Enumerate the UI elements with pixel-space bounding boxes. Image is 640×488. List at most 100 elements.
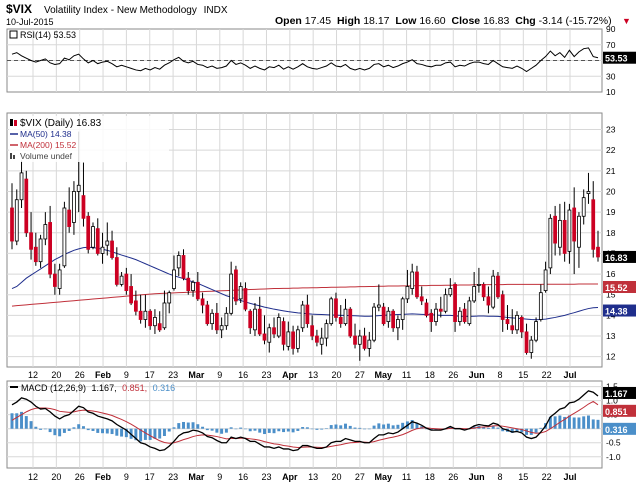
macd-histogram-bar	[377, 423, 381, 429]
candle-body	[281, 321, 286, 345]
macd-histogram-bar	[29, 421, 33, 429]
change-value: -3.14 (-15.72%)	[539, 15, 612, 27]
high-value: 18.17	[363, 15, 389, 27]
x-tick-label-bottom: 16	[238, 472, 248, 482]
candle-body	[243, 288, 248, 310]
macd-histogram-bar	[239, 427, 243, 429]
x-tick-label-bottom: 23	[261, 472, 271, 482]
candle-body	[519, 317, 524, 333]
candle-body	[95, 228, 100, 254]
candle-body	[205, 304, 210, 325]
candle-body	[214, 312, 219, 331]
candle-body	[176, 255, 181, 269]
x-tick-label-bottom: 18	[425, 472, 435, 482]
macd-histogram-bar	[334, 424, 338, 429]
candle-body	[181, 255, 186, 279]
candle-body	[357, 335, 362, 345]
x-tick-label-bottom: Jun	[469, 472, 485, 482]
candle-body	[129, 286, 133, 304]
price-tick-label: 22	[606, 145, 616, 155]
macd-label-hist: 0.316	[153, 383, 176, 393]
candle-body	[419, 296, 424, 302]
macd-histogram-bar	[101, 428, 104, 434]
security-name: Volatility Index - New Methodology INDX	[44, 5, 228, 16]
macd-histogram-bar	[96, 428, 100, 433]
macd-histogram-bar	[120, 428, 124, 437]
macd-histogram-bar	[425, 428, 428, 430]
candle-body	[157, 323, 162, 331]
macd-histogram-bar	[258, 428, 262, 433]
macd-histogram-bar	[553, 416, 557, 429]
candle-body	[381, 306, 386, 325]
candle-body	[562, 219, 567, 254]
x-tick-label-mid: 16	[238, 370, 248, 380]
macd-histogram-bar	[205, 428, 209, 431]
candle-body	[238, 286, 243, 300]
candle-body	[148, 310, 153, 327]
candle-body	[153, 317, 157, 327]
macd-tick-label: 1.5	[606, 382, 618, 392]
macd-histogram-bar	[472, 426, 476, 429]
rsi-line	[11, 47, 599, 73]
candle-body	[24, 178, 29, 234]
x-tick-label-mid: 23	[168, 370, 178, 380]
macd-histogram-bar	[272, 428, 276, 434]
candle-body	[529, 339, 534, 353]
x-tick-label-bottom: 15	[518, 472, 528, 482]
macd-histogram-bar	[43, 428, 47, 430]
candle-body	[596, 246, 600, 258]
macd-histogram-bar	[229, 427, 233, 429]
macd-histogram-bar	[167, 428, 171, 432]
macd-histogram-bar	[143, 428, 147, 440]
candle-body	[543, 269, 548, 291]
x-tick-label-mid: 20	[332, 370, 342, 380]
candle-body	[577, 215, 581, 248]
macd-histogram-bar	[34, 426, 38, 429]
x-tick-label-mid: May	[374, 370, 392, 380]
candle-body	[396, 319, 400, 329]
candle-body	[86, 215, 91, 250]
legend-candle-icon-down	[14, 120, 17, 126]
candle-body	[119, 275, 124, 285]
candle-body	[172, 269, 176, 289]
candle-body	[405, 286, 410, 300]
ohlc-readout: Open 17.45 High 18.17 Low 16.60 Close 16…	[275, 15, 612, 27]
chart-date: 10-Jul-2015	[6, 17, 54, 27]
candle-body	[534, 321, 538, 341]
x-tick-label-mid: Apr	[282, 370, 298, 380]
x-tick-label-bottom: Feb	[95, 472, 112, 482]
candle-body	[72, 191, 76, 223]
candle-body	[581, 197, 586, 217]
candle-body	[76, 184, 81, 192]
macd-histogram-bar	[315, 428, 319, 430]
candle-body	[272, 327, 276, 335]
macd-tick-label: -0.5	[606, 438, 621, 448]
x-tick-label-bottom: Jul	[563, 472, 576, 482]
rsi-legend-swatch	[9, 30, 18, 39]
rsi-tick-label: 10	[606, 87, 616, 97]
candle-body	[43, 224, 48, 240]
hist-value-badge-bg	[603, 422, 636, 435]
candle-body	[472, 286, 477, 302]
candle-body	[538, 292, 543, 320]
candle-body	[57, 269, 62, 289]
macd-histogram-bar	[491, 425, 495, 429]
change-down-arrow-icon: ▼	[622, 16, 631, 26]
candle-body	[477, 283, 481, 286]
candle-body	[291, 331, 295, 349]
macd-histogram-bar	[415, 423, 419, 429]
candle-body	[124, 273, 129, 291]
macd-histogram-bar	[91, 428, 95, 431]
macd-histogram-bar	[448, 426, 452, 429]
candle-body	[200, 298, 205, 306]
exchange-code: INDX	[204, 5, 228, 16]
candle-body	[229, 273, 234, 314]
candle-body	[467, 300, 472, 325]
price-tick-label: 12	[606, 352, 616, 362]
macd-histogram-bar	[324, 428, 328, 429]
candle-body	[110, 240, 114, 258]
macd-histogram-bar	[139, 428, 143, 442]
x-axis-labels: 12 12 20 20 26 26 Feb Feb 9 9 17 17 23 23 Mar Mar 9 9 16 16…	[28, 370, 577, 482]
x-tick-label-bottom: 9	[124, 472, 129, 482]
macd-histogram-bar	[215, 428, 219, 433]
